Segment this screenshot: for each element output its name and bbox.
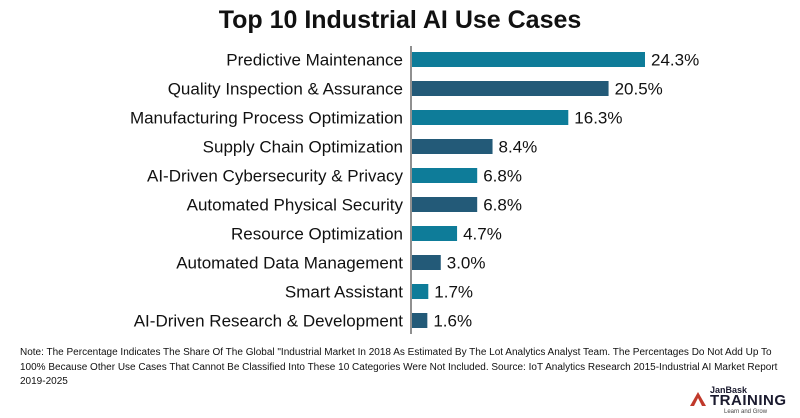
value-label: 3.0% — [447, 254, 486, 273]
category-label: Manufacturing Process Optimization — [130, 109, 403, 128]
logo-name: TRAINING — [710, 392, 787, 409]
bar-chart: Predictive Maintenance 24.3% Quality Inspe… — [130, 46, 699, 334]
bar — [412, 255, 441, 270]
category-label: Resource Optimization — [231, 225, 403, 244]
bar — [412, 284, 429, 299]
bar — [412, 313, 428, 328]
value-label: 4.7% — [463, 225, 502, 244]
category-label: AI-Driven Research & Development — [134, 312, 404, 331]
category-label: AI-Driven Cybersecurity & Privacy — [147, 167, 404, 186]
chart-title: Top 10 Industrial AI Use Cases — [218, 6, 582, 34]
brand-logo: JanBask TRAINING Learn and Grow — [686, 385, 787, 416]
logo-mark-icon — [690, 392, 706, 406]
value-label: 6.8% — [483, 196, 522, 215]
bar — [412, 110, 569, 125]
logo-tagline: Learn and Grow — [724, 409, 768, 415]
bar — [412, 226, 458, 241]
value-label: 1.6% — [433, 312, 472, 331]
category-label: Supply Chain Optimization — [203, 138, 403, 157]
bar — [412, 139, 493, 154]
category-label: Automated Data Management — [176, 254, 403, 273]
category-label: Quality Inspection & Assurance — [168, 80, 403, 99]
value-label: 1.7% — [434, 283, 473, 302]
value-label: 24.3% — [651, 51, 699, 70]
value-label: 6.8% — [483, 167, 522, 186]
value-label: 16.3% — [574, 109, 622, 128]
value-label: 8.4% — [499, 138, 538, 157]
footnote: Note: The Percentage Indicates The Share… — [20, 347, 778, 388]
category-label: Automated Physical Security — [187, 196, 404, 215]
bar — [412, 81, 609, 96]
bar — [412, 168, 478, 183]
category-label: Smart Assistant — [285, 283, 403, 302]
category-label: Predictive Maintenance — [226, 51, 403, 70]
bar — [412, 197, 478, 212]
value-label: 20.5% — [615, 80, 663, 99]
logo-brand: JanBask — [710, 385, 748, 395]
bar — [412, 52, 645, 67]
